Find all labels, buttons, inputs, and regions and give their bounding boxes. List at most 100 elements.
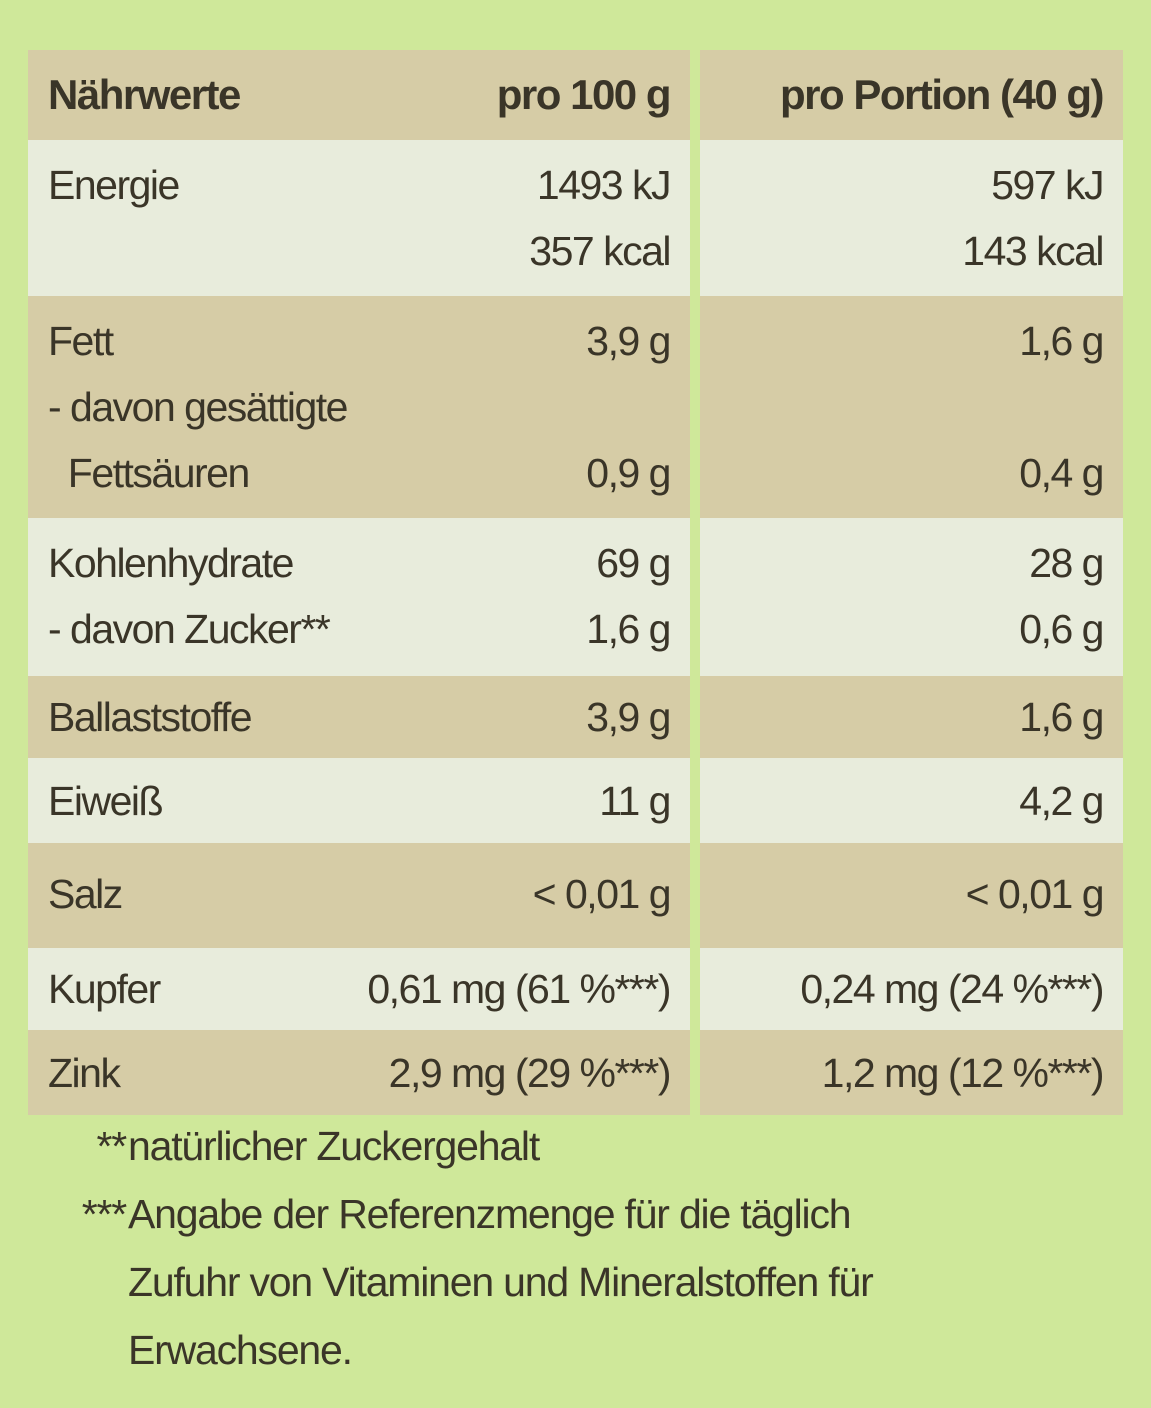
row-line: 357 kcal bbox=[48, 218, 671, 284]
per100-cell: Kupfer 0,61 mg (61 %***) bbox=[28, 948, 690, 1030]
row-line: Fett 3,9 g bbox=[48, 308, 672, 374]
table-row-zink: Zink 2,9 mg (29 %***) 1,2 mg (12 %***) bbox=[28, 1030, 1123, 1115]
row-line: Kupfer 0,61 mg (61 %***) bbox=[48, 956, 672, 1022]
per100-cell: Fett 3,9 g - davon gesättigte Fettsäuren 0,… bbox=[28, 296, 690, 518]
per100-value: 1,6 g bbox=[586, 605, 671, 652]
nutrient-label: Energie bbox=[48, 161, 180, 208]
table-row-salz: Salz < 0,01 g < 0,01 g bbox=[28, 843, 1123, 948]
portion-value: 0,4 g bbox=[1019, 449, 1104, 496]
portion-value: 1,6 g bbox=[1019, 317, 1104, 364]
portion-cell: 1,6 g bbox=[700, 676, 1123, 758]
table-row-kohlenhydrate: Kohlenhydrate 69 g - davon Zucker** 1,6 g 28… bbox=[28, 518, 1123, 676]
nutrient-label: Zink bbox=[48, 1049, 121, 1096]
row-line: Salz < 0,01 g bbox=[48, 861, 672, 927]
row-line: 0,4 g bbox=[720, 440, 1104, 506]
nutrient-label: Ballaststoffe bbox=[48, 693, 253, 740]
table-row-ballaststoffe: Ballaststoffe 3,9 g 1,6 g bbox=[28, 676, 1123, 758]
row-line: Kohlenhydrate 69 g bbox=[48, 530, 672, 596]
nutrient-label: Kupfer bbox=[48, 965, 161, 1012]
row-line: Eiweiß 11 g bbox=[48, 768, 671, 834]
portion-value: 0,6 g bbox=[1019, 605, 1104, 652]
per100-cell: Eiweiß 11 g bbox=[28, 758, 690, 843]
per100-value: 1493 kJ bbox=[536, 161, 672, 208]
row-line: 0,24 mg (24 %***) bbox=[720, 956, 1104, 1022]
portion-value: 4,2 g bbox=[1019, 777, 1104, 824]
per100-cell: Energie 1493 kJ 357 kcal bbox=[28, 140, 690, 296]
nutrient-label: Kohlenhydrate bbox=[48, 539, 294, 586]
portion-value: 0,24 mg (24 %***) bbox=[800, 965, 1104, 1012]
per100-value: < 0,01 g bbox=[532, 870, 672, 917]
header-portion: pro Portion (40 g) bbox=[780, 71, 1105, 118]
header-line: pro Portion (40 g) bbox=[720, 62, 1105, 128]
per100-value: 2,9 mg (29 %***) bbox=[388, 1049, 672, 1096]
portion-cell: 4,2 g bbox=[700, 758, 1123, 843]
portion-value: < 0,01 g bbox=[965, 870, 1105, 917]
table-row-energie: Energie 1493 kJ 357 kcal 597 kJ 143 kcal bbox=[28, 140, 1123, 296]
per100-value: 69 g bbox=[596, 539, 671, 586]
header-left: Nährwerte pro 100 g bbox=[28, 50, 690, 140]
footnote-mark: ** bbox=[96, 1123, 127, 1169]
row-line bbox=[720, 374, 1103, 440]
row-line: - davon gesättigte bbox=[48, 374, 670, 440]
header-label: Nährwerte bbox=[48, 71, 241, 118]
header-line: Nährwerte pro 100 g bbox=[48, 62, 672, 128]
footnote-line: Angabe der Referenzmenge für die täglich bbox=[128, 1191, 852, 1237]
footnotes: ** natürlicher Zuckergehalt *** Angabe der … bbox=[30, 1112, 1130, 1384]
footnote-mark: *** bbox=[81, 1191, 127, 1237]
row-line: 1,6 g bbox=[720, 308, 1104, 374]
per100-cell: Zink 2,9 mg (29 %***) bbox=[28, 1030, 690, 1115]
nutrient-label: Salz bbox=[48, 870, 123, 917]
row-line: 0,6 g bbox=[720, 596, 1104, 662]
table-body: Energie 1493 kJ 357 kcal 597 kJ 143 kcal Fett… bbox=[28, 140, 1123, 1115]
table-row-kupfer: Kupfer 0,61 mg (61 %***) 0,24 mg (24 %***) bbox=[28, 948, 1123, 1030]
row-line: Energie 1493 kJ bbox=[48, 152, 672, 218]
row-line: Zink 2,9 mg (29 %***) bbox=[48, 1040, 672, 1106]
portion-cell: < 0,01 g bbox=[700, 843, 1123, 948]
per100-value: 11 g bbox=[599, 777, 671, 824]
row-line: 28 g bbox=[720, 530, 1104, 596]
nutrient-label: Eiweiß bbox=[48, 777, 164, 824]
portion-value: 1,6 g bbox=[1019, 693, 1104, 740]
per100-value: 3,9 g bbox=[586, 317, 671, 364]
nutrient-label: - davon Zucker** bbox=[48, 605, 331, 652]
per100-value: 357 kcal bbox=[529, 227, 671, 274]
per100-value: 0,9 g bbox=[586, 449, 671, 496]
header-right: pro Portion (40 g) bbox=[700, 50, 1123, 140]
header-per100: pro 100 g bbox=[496, 71, 672, 118]
row-line: Ballaststoffe 3,9 g bbox=[48, 684, 671, 750]
footnote-line: Erwachsene. bbox=[128, 1327, 353, 1373]
per100-cell: Ballaststoffe 3,9 g bbox=[28, 676, 690, 758]
table-row-fett: Fett 3,9 g - davon gesättigte Fettsäuren 0,… bbox=[28, 296, 1123, 518]
footnote: *** Angabe der Referenzmenge für die tägl… bbox=[30, 1180, 1130, 1384]
row-line: Fettsäuren 0,9 g bbox=[48, 440, 672, 506]
row-line: 4,2 g bbox=[720, 768, 1104, 834]
table-row-eiweiss: Eiweiß 11 g 4,2 g bbox=[28, 758, 1123, 843]
footnote-text: natürlicher Zuckergehalt bbox=[128, 1112, 540, 1180]
row-line: 1,6 g bbox=[720, 684, 1104, 750]
row-line: 143 kcal bbox=[720, 218, 1104, 284]
per100-cell: Kohlenhydrate 69 g - davon Zucker** 1,6 g bbox=[28, 518, 690, 676]
nutrient-label: - davon gesättigte bbox=[48, 383, 348, 430]
portion-cell: 1,6 g 0,4 g bbox=[700, 296, 1123, 518]
per100-cell: Salz < 0,01 g bbox=[28, 843, 690, 948]
portion-value: 28 g bbox=[1029, 539, 1104, 586]
footnote: ** natürlicher Zuckergehalt bbox=[30, 1112, 1130, 1180]
nutrition-table: Nährwerte pro 100 g pro Portion (40 g) E… bbox=[28, 50, 1123, 1115]
portion-value: 597 kJ bbox=[991, 161, 1104, 208]
footnote-text: Angabe der Referenzmenge für die täglich… bbox=[128, 1180, 874, 1384]
footnote-line: natürlicher Zuckergehalt bbox=[128, 1123, 540, 1169]
nutrient-label: Fett bbox=[48, 317, 114, 364]
per100-value: 0,61 mg (61 %***) bbox=[367, 965, 671, 1012]
portion-value: 1,2 mg (12 %***) bbox=[821, 1049, 1105, 1096]
nutrient-label: Fettsäuren bbox=[48, 449, 250, 496]
portion-value: 143 kcal bbox=[962, 227, 1104, 274]
row-line: - davon Zucker** 1,6 g bbox=[48, 596, 671, 662]
footnote-line: Zufuhr von Vitaminen und Mineralstoffen … bbox=[128, 1259, 874, 1305]
portion-cell: 597 kJ 143 kcal bbox=[700, 140, 1123, 296]
per100-value: 3,9 g bbox=[586, 693, 671, 740]
header-row: Nährwerte pro 100 g pro Portion (40 g) bbox=[28, 50, 1123, 140]
portion-cell: 1,2 mg (12 %***) bbox=[700, 1030, 1123, 1115]
row-line: 1,2 mg (12 %***) bbox=[720, 1040, 1105, 1106]
portion-cell: 0,24 mg (24 %***) bbox=[700, 948, 1123, 1030]
row-line: < 0,01 g bbox=[720, 861, 1105, 927]
